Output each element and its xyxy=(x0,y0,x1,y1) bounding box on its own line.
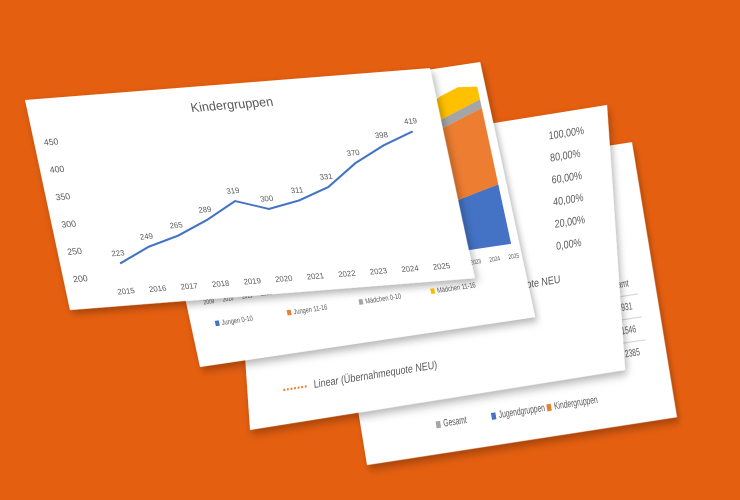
data-label: 300 xyxy=(259,194,274,204)
x-tick-label: 2015 xyxy=(117,286,137,296)
y2-tick-label: 60,00% xyxy=(551,170,582,187)
legend-swatch xyxy=(435,420,442,429)
x-tick-label: 2021 xyxy=(306,271,325,281)
card: Kindergruppen 200 250 300 350 400 450 2015 223 20… xyxy=(25,68,475,311)
data-label: 370 xyxy=(346,148,361,158)
y-tick-label: 350 xyxy=(55,191,72,202)
table-cell: 2385 xyxy=(624,346,641,360)
legend-swatch xyxy=(490,412,497,420)
y2-tick-label: 40,00% xyxy=(553,192,584,209)
x-tick-label: 2025 xyxy=(432,261,452,271)
y2-tick-label: 80,00% xyxy=(550,148,581,165)
data-label: 265 xyxy=(169,220,184,230)
legend-swatch xyxy=(214,320,220,327)
x-tick-label: 2023 xyxy=(470,259,482,267)
data-label: 319 xyxy=(226,186,241,196)
x-tick-label: 2009 xyxy=(203,298,215,306)
legend-swatch xyxy=(430,288,436,295)
line xyxy=(119,130,414,265)
x-tick-label: 2018 xyxy=(211,279,231,289)
y-tick-label: 400 xyxy=(49,164,66,175)
x-tick-label: 2025 xyxy=(508,253,520,261)
data-label: 331 xyxy=(319,172,334,182)
y2-tick-label: 0,00% xyxy=(556,237,582,253)
y-tick-label: 200 xyxy=(72,273,89,284)
x-tick-label: 2022 xyxy=(337,269,356,279)
x-tick-label: 2020 xyxy=(274,274,294,284)
chart-title: Kindergruppen xyxy=(189,94,274,115)
x-tick-label: 2023 xyxy=(369,266,389,276)
x-tick-label: 2024 xyxy=(489,256,502,264)
legend-swatch xyxy=(283,384,309,392)
data-label: 419 xyxy=(403,116,418,126)
legend-swatch xyxy=(546,403,552,412)
card-bg xyxy=(25,68,475,311)
y-tick-label: 250 xyxy=(66,246,83,257)
y-tick-label: 300 xyxy=(60,218,77,229)
y-tick-label: 450 xyxy=(43,136,60,147)
data-label: 289 xyxy=(197,205,212,215)
data-label: 398 xyxy=(374,130,389,140)
data-label: 311 xyxy=(290,185,304,195)
x-tick-label: 2011 xyxy=(241,293,253,301)
y2-tick-label: 100,00% xyxy=(548,125,584,143)
x-tick-label: 2016 xyxy=(148,284,168,294)
data-label: 223 xyxy=(111,248,126,258)
legend-label: Gesamt xyxy=(442,414,468,429)
y2-tick-label: 20,00% xyxy=(554,214,585,231)
x-tick-label: 2019 xyxy=(243,276,262,286)
data-label: 249 xyxy=(139,232,154,242)
x-tick-label: 2024 xyxy=(400,264,420,274)
legend-swatch xyxy=(286,309,292,316)
x-tick-label: 2017 xyxy=(180,281,199,291)
legend-swatch xyxy=(358,298,364,305)
x-tick-label: 2010 xyxy=(222,296,234,304)
